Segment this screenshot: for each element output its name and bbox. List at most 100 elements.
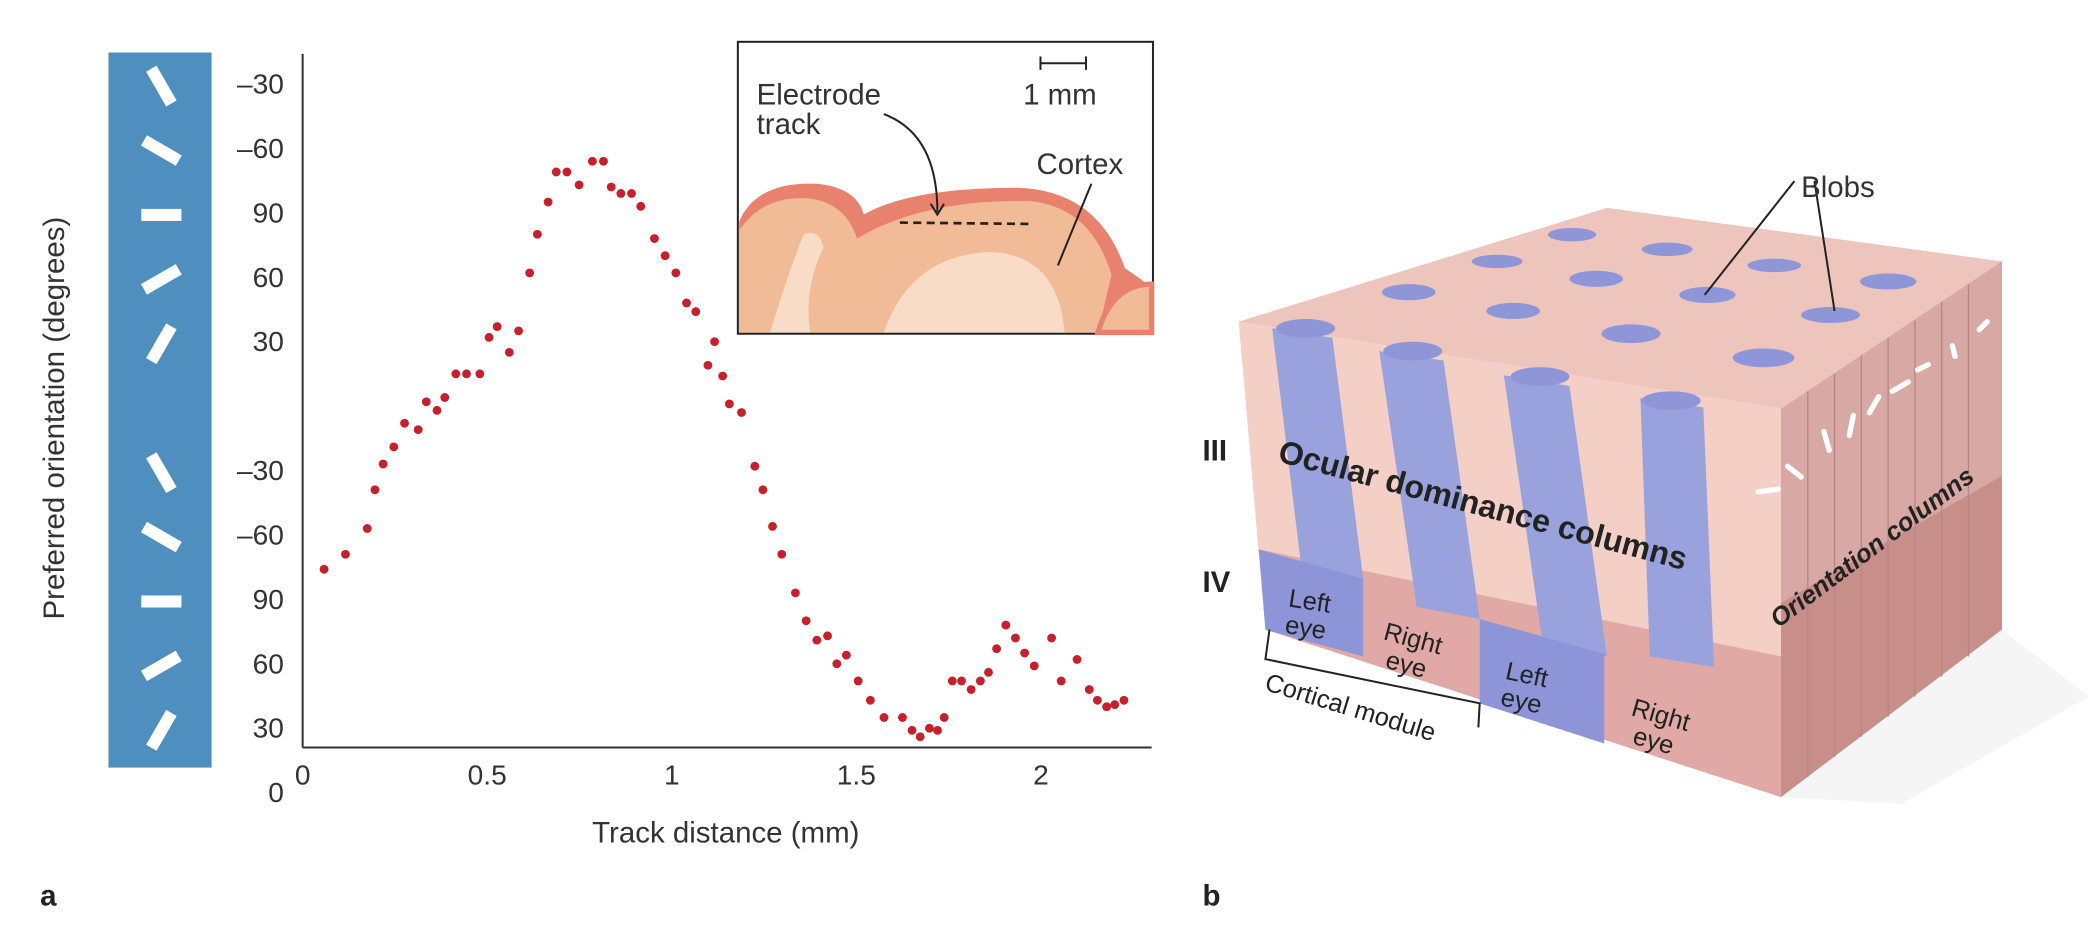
point bbox=[777, 549, 787, 559]
point bbox=[758, 485, 768, 495]
orientation-bar bbox=[140, 650, 182, 682]
od-stripes bbox=[1258, 328, 1715, 744]
x-tick-label: 1.5 bbox=[837, 759, 876, 790]
cortex-fold bbox=[1094, 281, 1155, 336]
point bbox=[649, 234, 659, 243]
right-face-upper bbox=[1781, 261, 2002, 603]
point bbox=[1011, 633, 1020, 643]
module-bracket bbox=[1264, 629, 1481, 728]
top-face bbox=[1238, 207, 2002, 409]
point bbox=[362, 524, 372, 533]
point bbox=[832, 659, 842, 669]
point bbox=[413, 425, 423, 435]
point bbox=[370, 485, 380, 495]
point bbox=[841, 650, 851, 660]
y-tick-label: 0 bbox=[268, 777, 284, 808]
orientation-marks bbox=[1755, 319, 1990, 495]
point bbox=[475, 369, 485, 379]
point bbox=[551, 167, 561, 177]
point bbox=[966, 685, 976, 694]
point bbox=[389, 442, 399, 452]
point bbox=[1119, 695, 1129, 705]
orientation-bar bbox=[146, 323, 177, 365]
x-tick-label: 0 bbox=[295, 759, 311, 790]
blobs-label: Blobs bbox=[1801, 171, 1875, 204]
scale-bar bbox=[1039, 56, 1088, 70]
x-axis-label: Track distance (mm) bbox=[592, 816, 859, 849]
point bbox=[1092, 695, 1102, 705]
point bbox=[616, 189, 626, 198]
point bbox=[636, 201, 646, 211]
point bbox=[606, 182, 616, 192]
point bbox=[768, 521, 777, 531]
y-tick-label: –30 bbox=[237, 68, 284, 99]
blobs bbox=[1276, 227, 1917, 411]
point bbox=[378, 459, 388, 469]
point bbox=[1084, 685, 1094, 694]
inset-label: track bbox=[757, 108, 821, 141]
y-tick-label: 90 bbox=[253, 584, 284, 615]
x-tick-label: 2 bbox=[1033, 759, 1049, 790]
point bbox=[319, 564, 329, 574]
point bbox=[1102, 702, 1112, 712]
point bbox=[504, 347, 514, 357]
point bbox=[599, 156, 608, 166]
point bbox=[682, 298, 691, 308]
point bbox=[627, 189, 636, 198]
point bbox=[823, 631, 832, 641]
arrow-head bbox=[929, 203, 945, 217]
y-tick-label: 30 bbox=[253, 713, 284, 744]
eye-label: Left bbox=[1287, 584, 1333, 618]
point bbox=[984, 667, 993, 677]
point bbox=[691, 307, 701, 316]
point bbox=[791, 588, 800, 598]
point bbox=[525, 268, 535, 278]
point bbox=[915, 732, 925, 742]
point bbox=[543, 197, 553, 207]
layer-label: IV bbox=[1203, 566, 1231, 599]
blob-leaders bbox=[1703, 180, 1836, 312]
panel-label: b bbox=[1203, 879, 1221, 912]
point bbox=[865, 695, 875, 705]
inset: Electrode track 1 mm Cortex bbox=[736, 40, 1155, 336]
point bbox=[957, 676, 966, 686]
point bbox=[462, 369, 471, 379]
panel-label: a bbox=[40, 879, 57, 912]
point bbox=[421, 397, 431, 407]
point bbox=[924, 723, 934, 733]
point bbox=[660, 251, 670, 261]
orientation-bar bbox=[140, 135, 182, 166]
electrode-track bbox=[899, 221, 1029, 226]
point bbox=[933, 725, 942, 735]
y-tick-label: 30 bbox=[253, 326, 284, 357]
point bbox=[975, 676, 985, 686]
point bbox=[724, 399, 734, 409]
diagram: Blobs Ocular dominance columns Orientati… bbox=[1203, 171, 2089, 912]
y-axis-label: Preferred orientation (degrees) bbox=[38, 217, 71, 620]
point bbox=[532, 229, 542, 239]
eye-label: eye bbox=[1283, 611, 1328, 645]
point bbox=[750, 461, 760, 471]
point bbox=[710, 337, 720, 347]
point bbox=[514, 326, 523, 336]
point bbox=[341, 549, 350, 559]
arrow bbox=[883, 113, 939, 212]
point bbox=[801, 616, 811, 626]
x-tick-label: 1 bbox=[664, 759, 680, 790]
point bbox=[574, 180, 584, 190]
orientation-strip bbox=[108, 52, 212, 768]
shadow bbox=[1781, 629, 2089, 804]
point bbox=[1029, 661, 1039, 671]
leader bbox=[1056, 183, 1093, 266]
scale-label: 1 mm bbox=[1023, 78, 1097, 111]
point bbox=[562, 167, 572, 177]
point bbox=[484, 332, 494, 342]
point bbox=[671, 268, 681, 278]
point bbox=[587, 156, 597, 166]
orientation-bar bbox=[146, 709, 177, 751]
point bbox=[992, 644, 1002, 654]
y-tick-label: –60 bbox=[237, 133, 284, 164]
point bbox=[1020, 648, 1030, 658]
orientation-columns bbox=[1807, 284, 1970, 777]
orientation-bar bbox=[155, 774, 168, 815]
